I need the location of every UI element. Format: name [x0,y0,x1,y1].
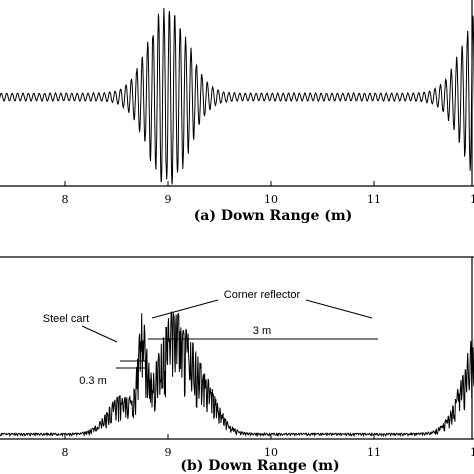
panel-a: 8910111213 (a) Down Range (m) [0,0,474,224]
panel-a-tick-label-9: 9 [165,193,172,206]
arrow-corner-left [151,299,219,319]
panel-a-tick-label-10: 10 [264,193,278,206]
annotation-3m: 3 m [253,325,271,337]
annotation-corner-reflector: Corner reflector [224,289,301,301]
arrow-steel-cart [81,325,118,343]
panel-b-tick-label-9: 9 [165,446,172,459]
panel-b-xlabel: (b) Down Range (m) [180,458,339,474]
panel-b-envelope [0,311,474,438]
annotation-03m: 0.3 m [79,375,107,387]
panel-a-ticks: 8910111213 [62,181,474,206]
panel-b-tick-label-11: 11 [367,446,381,459]
panel-a-xlabel: (a) Down Range (m) [194,208,353,224]
panel-a-tick-label-12: 12 [470,193,474,206]
panel-b-tick-label-8: 8 [62,446,69,459]
arrow-corner-right [305,299,373,319]
panel-b-tick-label-10: 10 [264,446,278,459]
panel-b-tick-label-12: 12 [470,446,474,459]
annotation-steel-cart: Steel cart [43,313,89,325]
panel-b: 8910111213 Corner reflector Steel cart 3… [0,256,474,474]
panel-b-ticks: 8910111213 [62,434,474,459]
panel-a-waveform [0,7,474,185]
panel-a-tick-label-8: 8 [62,193,69,206]
panel-a-tick-label-11: 11 [367,193,381,206]
